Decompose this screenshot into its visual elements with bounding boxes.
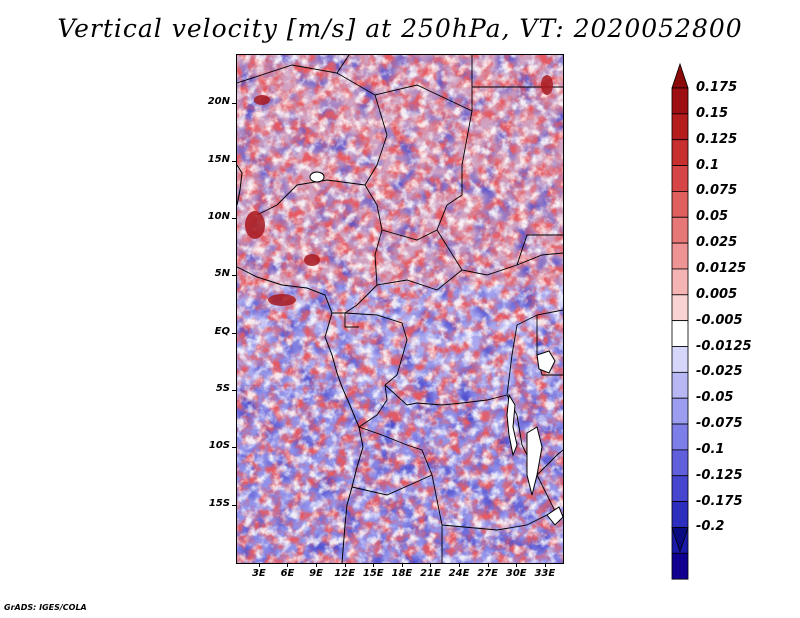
lat-tick-mark (232, 275, 236, 277)
colorbar-label: 0.125 (696, 131, 738, 147)
colorbar-segment (671, 113, 689, 141)
colorbar-label: 0.1 (696, 157, 720, 173)
colorbar-segment (671, 501, 689, 528)
colorbar-segment (671, 165, 689, 192)
lon-tick-mark (401, 563, 403, 567)
colorbar-segment (671, 423, 689, 451)
lon-tick-label: 3E (251, 568, 266, 579)
lat-tick-mark (232, 332, 236, 334)
lat-tick-label: 15N (207, 153, 230, 165)
colorbar-label: 0.025 (696, 235, 738, 251)
lat-tick-label: 5S (215, 382, 230, 394)
lat-tick-mark (232, 447, 236, 449)
colorbar-label: 0.005 (696, 286, 738, 302)
lon-tick-mark (459, 563, 461, 567)
colorbar-segment (671, 371, 689, 399)
chart-title: Vertical velocity [m/s] at 250hPa, VT: 2… (57, 14, 743, 43)
colorbar-label: -0.175 (696, 493, 743, 509)
colorbar-label: -0.2 (696, 519, 725, 535)
colorbar-label: -0.05 (696, 390, 734, 406)
lon-tick-mark (487, 563, 489, 567)
colorbar-segment (671, 397, 689, 425)
footer-credit: GrADS: IGES/COLA (4, 603, 87, 612)
lat-tick-label: 10N (207, 210, 230, 222)
lon-tick-mark (258, 563, 260, 567)
lat-tick-label: 20N (207, 96, 230, 108)
colorbar-label: -0.125 (696, 467, 743, 483)
lon-tick-mark (544, 563, 546, 567)
colorbar-segment (671, 87, 689, 115)
colorbar-label: 0.175 (696, 80, 738, 95)
colorbar-segment (671, 242, 689, 270)
lon-tick-mark (287, 563, 289, 567)
lon-tick-label: 15E (362, 568, 384, 579)
colorbar-segment (671, 190, 689, 218)
lat-tick-mark (232, 103, 236, 105)
lon-tick-mark (316, 563, 318, 567)
colorbar-label: -0.025 (696, 364, 743, 380)
lat-tick-mark (232, 504, 236, 506)
colorbar-label: -0.075 (696, 416, 743, 432)
lat-tick-mark (232, 389, 236, 391)
lon-tick-label: 33E (534, 568, 556, 579)
lon-tick-mark (430, 563, 432, 567)
colorbar-top-arrow (671, 62, 689, 89)
colorbar-segment (671, 552, 689, 580)
lakes (309, 171, 563, 526)
lon-tick-label: 27E (477, 568, 499, 579)
lon-tick-label: 9E (309, 568, 323, 579)
strong-updraft-patches (245, 75, 553, 306)
lon-tick-label: 21E (420, 568, 441, 579)
colorbar-label: 0.0125 (696, 260, 747, 276)
lon-tick-label: 24E (448, 568, 470, 579)
colorbar-label: 0.15 (696, 105, 729, 121)
colorbar-segment (671, 449, 689, 477)
lat-tick-label: EQ (214, 325, 230, 337)
colorbar-segment (671, 139, 689, 166)
colorbar-bottom-arrow (671, 527, 689, 553)
lat-tick-label: 15S (208, 497, 230, 509)
coastlines (237, 164, 364, 563)
vertical-velocity-map (236, 54, 564, 564)
lon-tick-label: 6E (280, 568, 295, 579)
colorbar-segment (671, 268, 689, 296)
lat-tick-label: 5N (214, 268, 230, 280)
lon-tick-label: 12E (334, 568, 356, 579)
lon-tick-mark (516, 563, 518, 567)
colorbar-label: -0.1 (696, 441, 725, 457)
colorbar-segment (671, 346, 689, 373)
colorbar-segment (671, 216, 689, 244)
lon-tick-label: 30E (505, 568, 527, 579)
lat-tick-label: 10S (208, 440, 230, 452)
lat-tick-mark (232, 160, 236, 162)
lat-tick-mark (232, 217, 236, 219)
colorbar-label: -0.005 (696, 312, 743, 328)
colorbar-segment (671, 475, 689, 503)
lon-tick-mark (344, 563, 346, 567)
colorbar-segment (671, 294, 689, 322)
lon-tick-mark (373, 563, 375, 567)
colorbar-label: 0.075 (696, 183, 738, 199)
colorbar-label: 0.05 (696, 209, 729, 225)
lon-tick-label: 18E (391, 568, 413, 579)
colorbar-segment (671, 320, 689, 347)
colorbar-label: -0.0125 (696, 338, 752, 354)
